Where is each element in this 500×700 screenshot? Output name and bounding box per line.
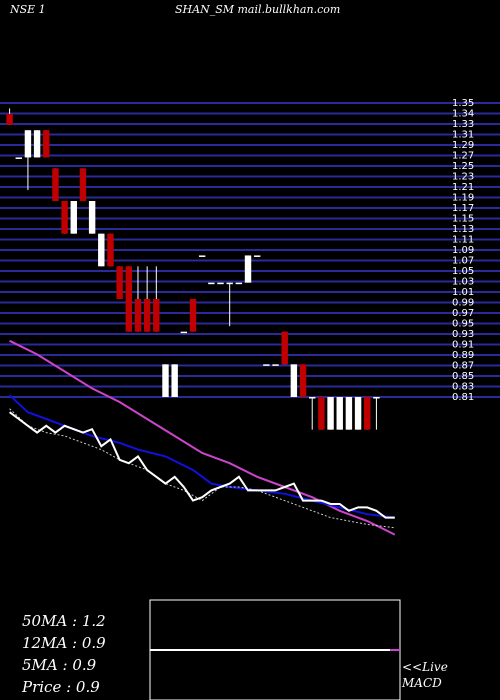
y-tick-label: 0.99 <box>452 298 474 309</box>
indicator-line-50ma <box>9 339 396 536</box>
price-axis-labels: 1.351.341.331.311.291.271.251.231.211.19… <box>452 98 474 403</box>
candle-body <box>364 397 371 430</box>
ma5-value: 5MA : 0.9 <box>22 656 97 674</box>
candle-body <box>134 299 142 332</box>
y-tick-label: 0.87 <box>452 361 474 372</box>
y-tick-label: 1.29 <box>452 140 474 151</box>
candle-body <box>235 282 243 285</box>
candle-body <box>24 130 32 158</box>
exchange-label: NSE 1 <box>10 3 46 16</box>
candle-body <box>263 364 270 366</box>
y-tick-label: 1.03 <box>452 277 474 288</box>
candle-body <box>226 282 233 285</box>
macd-panel <box>149 599 401 700</box>
candle-body <box>143 299 151 332</box>
indicator-line-price <box>9 411 395 519</box>
candle-body <box>327 397 334 430</box>
y-tick-label: 0.95 <box>452 319 474 330</box>
candle-body <box>6 113 13 125</box>
candle-body <box>318 397 325 430</box>
y-tick-label: 1.01 <box>452 287 474 298</box>
y-tick-label: 0.97 <box>452 308 474 319</box>
candle-body <box>52 168 59 201</box>
candle-body <box>244 255 252 283</box>
candle-body <box>336 397 343 430</box>
y-tick-label: 1.27 <box>452 151 474 162</box>
ma50-value: 50MA : 1.2 <box>22 612 106 630</box>
candle-body <box>198 255 206 257</box>
y-tick-label: 0.89 <box>452 350 474 361</box>
candle-body <box>253 255 261 257</box>
y-tick-label: 1.21 <box>452 182 474 193</box>
y-tick-label: 1.31 <box>452 130 474 141</box>
candle-body <box>281 331 288 365</box>
candle-body <box>116 266 123 299</box>
price-gridlines <box>0 102 500 398</box>
y-tick-label: 0.85 <box>452 371 474 382</box>
y-tick-label: 0.81 <box>452 392 474 403</box>
y-tick-label: 0.91 <box>452 340 474 351</box>
candle-body <box>309 397 316 399</box>
ma12-value: 12MA : 0.9 <box>22 634 106 652</box>
candle-body <box>70 201 77 234</box>
candle-body <box>98 233 105 267</box>
y-tick-label: 0.83 <box>452 382 474 393</box>
candle-body <box>15 157 22 159</box>
candle-body <box>43 130 50 158</box>
candle-body <box>373 397 380 399</box>
candle-body <box>299 364 307 397</box>
candle-body <box>33 130 41 158</box>
y-tick-label: 1.05 <box>452 266 474 277</box>
y-tick-label: 1.07 <box>452 256 474 267</box>
y-tick-label: 1.13 <box>452 224 474 235</box>
y-tick-label: 1.25 <box>452 161 474 172</box>
candle-body <box>180 331 188 334</box>
y-tick-label: 1.15 <box>452 214 474 225</box>
candle-body <box>171 364 178 397</box>
y-tick-label: 1.33 <box>452 119 474 130</box>
y-tick-label: 1.34 <box>452 109 474 120</box>
candle-body <box>79 168 87 201</box>
candle-body <box>272 364 279 366</box>
indicator-line-12ma <box>8 394 395 519</box>
candlestick-series <box>6 108 380 430</box>
candle-body <box>88 201 96 234</box>
moving-average-lines <box>8 339 396 536</box>
candle-body <box>354 397 362 430</box>
candle-body <box>345 397 353 430</box>
indicator-line-5ma <box>9 408 395 529</box>
candle-body <box>162 364 169 397</box>
macd-label: MACD <box>402 676 442 690</box>
macd-live-label: <<Live <box>402 660 448 674</box>
candle-body <box>290 364 298 397</box>
y-tick-label: 1.11 <box>452 235 474 246</box>
y-tick-label: 1.23 <box>452 172 474 183</box>
y-tick-label: 1.09 <box>452 245 474 256</box>
candle-body <box>107 233 114 267</box>
candle-body <box>217 282 224 285</box>
y-tick-label: 1.19 <box>452 193 474 204</box>
candle-body <box>153 299 160 332</box>
candle-body <box>125 266 133 332</box>
candle-body <box>208 282 215 285</box>
y-tick-label: 1.17 <box>452 203 474 214</box>
candle-body <box>61 201 68 234</box>
symbol-source-label: SHAN_SM mail.bullkhan.com <box>175 3 341 16</box>
price-value: Price : 0.9 <box>22 678 100 696</box>
candle-body <box>189 299 197 332</box>
y-tick-label: 1.35 <box>452 98 474 109</box>
y-tick-label: 0.93 <box>452 329 474 340</box>
